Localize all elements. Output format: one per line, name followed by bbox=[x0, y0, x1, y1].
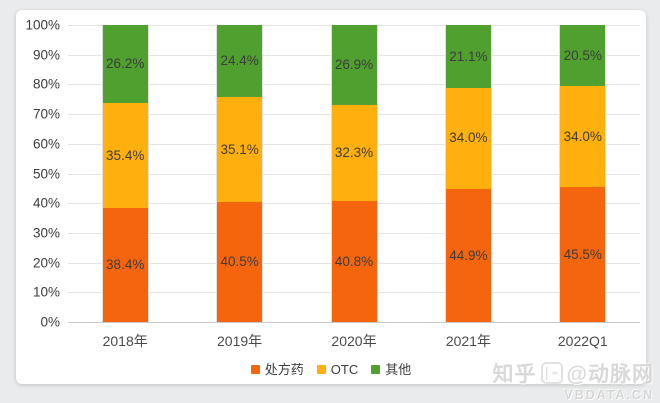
x-axis-category-label: 2019年 bbox=[217, 333, 263, 349]
legend-label: OTC bbox=[330, 362, 359, 377]
y-axis-tick-label: 20% bbox=[32, 254, 60, 270]
bar-data-label: 34.0% bbox=[563, 128, 602, 144]
x-axis-category-label: 2018年 bbox=[102, 333, 148, 349]
gridline bbox=[68, 322, 640, 323]
bar-data-label: 26.9% bbox=[334, 57, 374, 73]
bar-data-label: 24.4% bbox=[220, 53, 259, 69]
legend-item-其他: 其他 bbox=[371, 363, 411, 376]
y-axis-tick-label: 70% bbox=[32, 106, 60, 122]
y-axis-tick-label: 80% bbox=[32, 76, 60, 92]
chart-legend: 处方药 OTC 其他 bbox=[16, 363, 646, 376]
bar-segment-其他: 24.4% bbox=[217, 25, 263, 98]
legend-item-处方药: 处方药 bbox=[250, 362, 304, 377]
y-axis-tick-label: 90% bbox=[32, 46, 60, 62]
y-axis-tick-label: 0% bbox=[40, 314, 60, 330]
bar-data-label: 32.3% bbox=[334, 145, 374, 161]
bar-data-label: 45.5% bbox=[563, 246, 602, 262]
bar-2022Q1: 45.5% 34.0% 20.5% bbox=[560, 25, 606, 322]
bar-data-label: 35.1% bbox=[220, 141, 259, 157]
bar-segment-OTC: 34.0% bbox=[560, 85, 606, 187]
watermark-site: VBDATA.CN bbox=[564, 388, 654, 402]
bar-segment-处方药: 40.5% bbox=[217, 201, 263, 322]
bar-segment-处方药: 44.9% bbox=[445, 188, 491, 322]
bar-data-label: 35.4% bbox=[106, 147, 145, 163]
bar-2018年: 38.4% 35.4% 26.2% bbox=[102, 25, 148, 322]
y-axis-tick-label: 100% bbox=[25, 17, 60, 33]
legend-label: 其他 bbox=[385, 362, 412, 377]
legend-swatch-icon bbox=[316, 365, 326, 374]
bar-2019年: 40.5% 35.1% 24.4% bbox=[217, 25, 263, 322]
bar-2020年: 40.8% 32.3% 26.9% bbox=[331, 25, 377, 322]
bar-data-label: 38.4% bbox=[106, 257, 145, 273]
legend-item-OTC: OTC bbox=[316, 362, 359, 377]
bar-segment-处方药: 38.4% bbox=[102, 207, 148, 322]
y-axis-tick-label: 10% bbox=[32, 284, 60, 300]
bar-2021年: 44.9% 34.0% 21.1% bbox=[445, 25, 491, 322]
bar-segment-OTC: 35.4% bbox=[102, 102, 148, 208]
x-axis-category-label: 2021年 bbox=[445, 333, 491, 349]
chart-card: 100% 90% 80% 70% 60% 50% 40% 30% 20% 10% 0% 38.4% 35… bbox=[16, 10, 646, 384]
bar-data-label: 44.9% bbox=[449, 247, 488, 263]
x-axis-category-label: 2022Q1 bbox=[557, 333, 608, 349]
bar-segment-其他: 26.2% bbox=[102, 25, 148, 103]
y-axis-tick-label: 50% bbox=[32, 165, 60, 181]
bar-data-label: 26.2% bbox=[106, 56, 145, 72]
bar-data-label: 40.5% bbox=[220, 254, 259, 270]
bar-data-label: 20.5% bbox=[563, 47, 602, 63]
legend-swatch-icon bbox=[371, 365, 381, 374]
bar-segment-其他: 21.1% bbox=[445, 25, 491, 88]
legend-swatch-icon bbox=[250, 365, 260, 374]
bar-segment-OTC: 34.0% bbox=[445, 87, 491, 189]
x-axis-category-label: 2020年 bbox=[331, 333, 377, 349]
bar-segment-OTC: 32.3% bbox=[331, 104, 377, 201]
stacked-bar-chart: 100% 90% 80% 70% 60% 50% 40% 30% 20% 10% 0% 38.4% 35… bbox=[16, 10, 646, 384]
bar-segment-处方药: 40.8% bbox=[331, 200, 377, 322]
bar-segment-处方药: 45.5% bbox=[560, 186, 606, 322]
y-axis-tick-label: 30% bbox=[32, 225, 60, 241]
bar-segment-其他: 20.5% bbox=[560, 25, 606, 86]
y-axis-tick-label: 60% bbox=[32, 136, 60, 152]
y-axis-tick-label: 40% bbox=[32, 195, 60, 211]
legend-label: 处方药 bbox=[264, 362, 304, 377]
bar-segment-其他: 26.9% bbox=[331, 25, 377, 105]
bar-data-label: 21.1% bbox=[449, 48, 488, 64]
bar-data-label: 40.8% bbox=[334, 253, 374, 269]
bar-segment-OTC: 35.1% bbox=[217, 97, 263, 202]
bar-data-label: 34.0% bbox=[449, 130, 488, 146]
